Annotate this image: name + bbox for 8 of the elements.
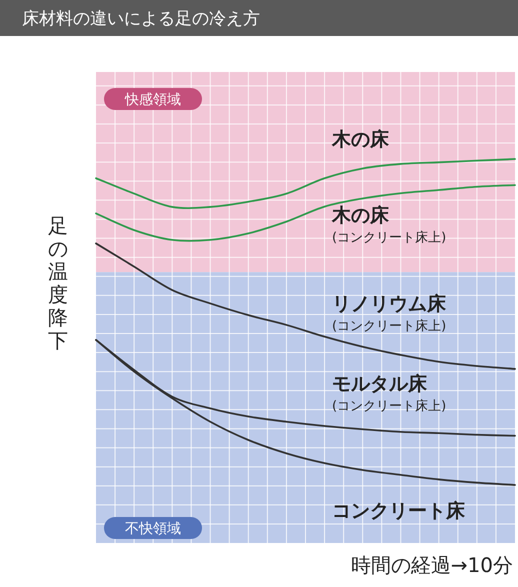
x-axis-title: 時間の経過→10分 <box>350 553 513 577</box>
y-axis-title: 足の温度降下 <box>48 214 68 352</box>
band-label: 快感領域 <box>124 92 181 108</box>
band-label: 不快領域 <box>125 521 181 537</box>
title-bar: 床材料の違いによる足の冷え方 <box>0 0 518 36</box>
chart-title: 床材料の違いによる足の冷え方 <box>22 9 260 29</box>
series-label: コンクリート床 <box>332 500 466 522</box>
series-label: 木の床 <box>331 128 390 150</box>
